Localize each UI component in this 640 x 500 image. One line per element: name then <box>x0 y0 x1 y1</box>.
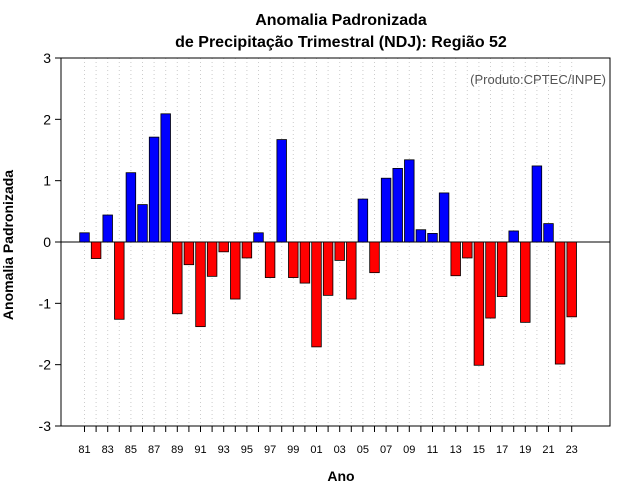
bar-1989 <box>172 241 183 315</box>
bar-1995 <box>241 241 253 259</box>
bar-1994 <box>230 241 241 300</box>
bar-2003 <box>334 241 345 261</box>
bar-2018 <box>508 230 519 243</box>
bar-2011 <box>427 233 438 243</box>
bar-2008 <box>392 167 403 243</box>
bar-2007 <box>380 177 392 243</box>
bar-1993 <box>218 241 229 253</box>
bar-2016 <box>485 241 496 319</box>
bar-2001 <box>311 241 322 348</box>
bar-1982 <box>90 241 102 259</box>
y-axis: -3 -2 -1 0 1 2 3 <box>39 50 61 434</box>
bar-2002 <box>322 241 334 296</box>
bar-1991 <box>195 241 206 328</box>
y-tick-label: 3 <box>43 50 51 66</box>
x-tick-label: 85 <box>125 444 137 456</box>
y-tick-label: 1 <box>43 173 51 189</box>
bar-1983 <box>102 214 113 243</box>
x-tick-label: 83 <box>102 444 114 456</box>
bar-2000 <box>299 241 311 284</box>
bar-1998 <box>276 139 287 243</box>
x-tick-label: 01 <box>310 444 322 456</box>
x-axis: 81 83 85 87 89 91 93 95 97 99 01 03 05 07 09 11 13 15 17 19… <box>78 426 578 456</box>
x-tick-label: 07 <box>380 444 392 456</box>
x-tick-label: 03 <box>334 444 346 456</box>
bars <box>79 113 577 366</box>
x-tick-label: 93 <box>218 444 230 456</box>
x-tick-label: 95 <box>241 444 253 456</box>
y-tick-label: -3 <box>39 418 52 434</box>
y-tick-label: 2 <box>43 111 51 127</box>
x-tick-label: 19 <box>519 444 531 456</box>
bar-2014 <box>462 241 473 259</box>
x-tick-label: 09 <box>403 444 415 456</box>
bar-2004 <box>346 241 357 300</box>
bar-1981 <box>79 232 90 243</box>
bar-2015 <box>473 241 485 366</box>
chart-title: Anomalia Padronizada <box>255 12 427 29</box>
bar-1984 <box>114 241 125 320</box>
x-axis-label: Ano <box>327 468 354 484</box>
x-tick-label: 13 <box>450 444 462 456</box>
bar-1992 <box>206 241 218 277</box>
bar-1987 <box>148 136 160 243</box>
x-tick-label: 87 <box>148 444 160 456</box>
bar-2022 <box>554 241 566 365</box>
x-tick-label: 97 <box>264 444 276 456</box>
bar-2020 <box>531 165 543 243</box>
x-tick-label: 89 <box>171 444 183 456</box>
x-tick-label: 99 <box>287 444 299 456</box>
y-axis-label: Anomalia Padronizada <box>0 170 16 320</box>
bar-2009 <box>404 159 415 243</box>
credit-label: (Produto:CPTEC/INPE) <box>470 72 606 87</box>
y-tick-label: -1 <box>39 295 52 311</box>
bar-2012 <box>438 192 450 243</box>
bar-1997 <box>264 241 276 278</box>
bar-1996 <box>253 232 264 243</box>
bar-1985 <box>125 172 137 243</box>
bar-1988 <box>160 113 171 243</box>
x-tick-label: 11 <box>427 444 438 456</box>
bar-1999 <box>288 241 299 278</box>
bar-2005 <box>357 198 369 243</box>
bar-2017 <box>496 241 508 297</box>
y-tick-label: -2 <box>39 357 52 373</box>
chart-subtitle: de Precipitação Trimestral (NDJ): Região… <box>175 34 507 51</box>
x-tick-label: 21 <box>542 444 554 456</box>
x-tick-label: 81 <box>78 444 90 456</box>
bar-2023 <box>566 241 577 318</box>
x-tick-label: 91 <box>194 444 206 456</box>
x-tick-label: 15 <box>473 444 485 456</box>
bar-1990 <box>183 241 195 266</box>
bar-2019 <box>520 241 531 323</box>
bar-2010 <box>415 229 427 243</box>
bar-2021 <box>543 223 554 243</box>
x-tick-label: 23 <box>566 444 578 456</box>
x-tick-label: 17 <box>496 444 508 456</box>
bar-2006 <box>369 241 380 274</box>
bar-2013 <box>450 241 461 277</box>
bar-1986 <box>137 204 148 243</box>
x-tick-label: 05 <box>357 444 369 456</box>
y-tick-label: 0 <box>43 234 51 250</box>
